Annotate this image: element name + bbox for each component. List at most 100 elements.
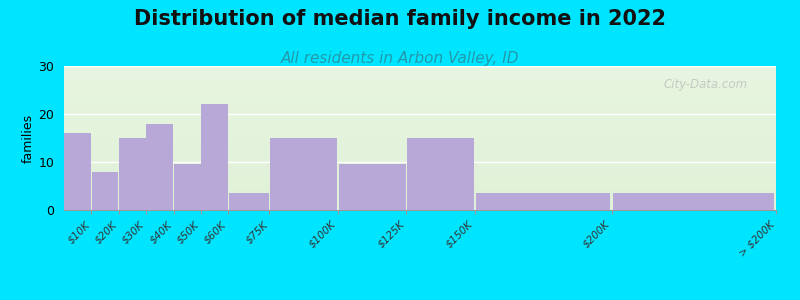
Bar — [64, 207, 776, 208]
Bar — [64, 142, 776, 143]
Bar — [64, 184, 776, 185]
Bar — [64, 75, 776, 76]
Bar — [64, 123, 776, 124]
Bar — [201, 104, 228, 210]
Bar — [64, 68, 776, 69]
Bar — [64, 102, 776, 104]
Bar — [64, 121, 776, 123]
Bar — [64, 139, 776, 140]
Bar — [64, 203, 776, 204]
Bar — [64, 193, 776, 194]
Bar — [64, 73, 776, 75]
Bar — [407, 138, 474, 210]
Bar — [614, 193, 774, 210]
Bar — [64, 100, 776, 101]
Bar — [64, 133, 91, 210]
Bar — [64, 150, 776, 152]
Bar — [64, 140, 776, 142]
Bar — [64, 208, 776, 210]
Bar — [64, 181, 776, 182]
Bar — [64, 98, 776, 100]
Bar — [270, 138, 337, 210]
Bar — [338, 164, 406, 210]
Bar — [64, 137, 776, 139]
Bar — [64, 172, 776, 174]
Bar — [64, 201, 776, 203]
Bar — [64, 206, 776, 207]
Bar — [64, 92, 776, 94]
Bar — [64, 128, 776, 130]
Bar — [64, 94, 776, 95]
Bar — [64, 190, 776, 191]
Bar — [64, 83, 776, 85]
Bar — [64, 130, 776, 131]
Bar — [64, 127, 776, 128]
Bar — [92, 172, 118, 210]
Bar — [64, 197, 776, 198]
Bar — [64, 164, 776, 165]
Bar — [64, 167, 776, 168]
Bar — [64, 105, 776, 107]
Bar — [64, 72, 776, 73]
Bar — [64, 187, 776, 188]
Bar — [174, 164, 201, 210]
Bar — [64, 162, 776, 164]
Bar — [64, 155, 776, 156]
Bar — [64, 169, 776, 171]
Bar — [64, 159, 776, 160]
Bar — [64, 134, 776, 136]
Bar — [64, 97, 776, 98]
Bar — [146, 124, 174, 210]
Bar — [64, 171, 776, 172]
Bar — [64, 168, 776, 169]
Bar — [64, 88, 776, 89]
Bar — [64, 179, 776, 181]
Bar — [64, 120, 776, 121]
Bar — [64, 82, 776, 83]
Bar — [64, 133, 776, 134]
Bar — [64, 174, 776, 175]
Bar — [64, 146, 776, 148]
Bar — [64, 148, 776, 149]
Bar — [64, 76, 776, 78]
Bar — [64, 86, 776, 88]
Bar — [64, 117, 776, 118]
Text: Distribution of median family income in 2022: Distribution of median family income in … — [134, 9, 666, 29]
Bar — [64, 149, 776, 150]
Bar — [64, 104, 776, 105]
Bar — [64, 95, 776, 97]
Bar — [64, 107, 776, 108]
Bar — [64, 136, 776, 137]
Bar — [64, 110, 776, 111]
Bar — [64, 124, 776, 126]
Bar — [64, 78, 776, 79]
Bar — [64, 70, 776, 72]
Bar — [64, 178, 776, 179]
Text: All residents in Arbon Valley, ID: All residents in Arbon Valley, ID — [281, 51, 519, 66]
Bar — [64, 111, 776, 112]
Bar — [64, 198, 776, 200]
Bar — [64, 165, 776, 166]
Bar — [64, 118, 776, 120]
Bar — [64, 176, 776, 178]
Bar — [64, 185, 776, 187]
Bar — [64, 85, 776, 86]
Bar — [64, 80, 776, 82]
Bar — [64, 182, 776, 184]
Bar — [64, 69, 776, 70]
Bar — [64, 89, 776, 91]
Bar — [64, 108, 776, 110]
Bar — [64, 196, 776, 197]
Bar — [64, 145, 776, 146]
Bar — [64, 114, 776, 116]
Bar — [64, 112, 776, 114]
Bar — [64, 175, 776, 176]
Bar — [64, 126, 776, 127]
Bar — [64, 188, 776, 190]
Bar — [64, 194, 776, 196]
Bar — [64, 153, 776, 155]
Bar — [64, 156, 776, 158]
Bar — [476, 193, 610, 210]
Bar — [119, 138, 146, 210]
Bar — [64, 66, 776, 68]
